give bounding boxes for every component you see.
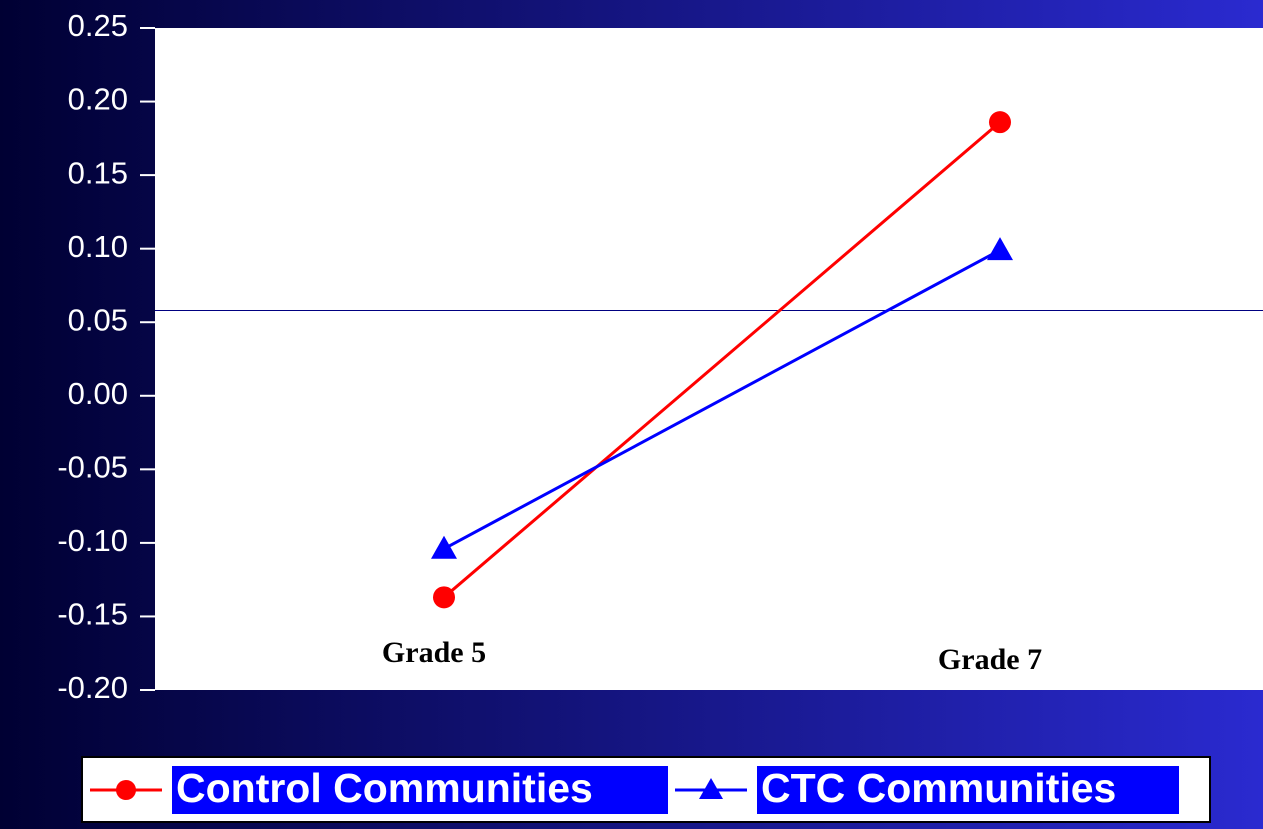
x-tick-label: Grade 5: [382, 636, 486, 669]
y-tick-label: 0.25: [68, 8, 128, 43]
plot-area: [155, 28, 1263, 690]
marker: [431, 535, 457, 559]
legend-highlight: [757, 766, 1179, 814]
y-tick-label: -0.20: [57, 670, 128, 705]
marker: [987, 237, 1013, 261]
series-line: [443, 248, 1001, 551]
y-tick-label: -0.15: [57, 597, 128, 632]
y-tick-label: -0.10: [57, 523, 128, 558]
marker: [989, 111, 1011, 134]
y-tick-label: 0.20: [68, 82, 128, 117]
y-tick-label: 0.00: [68, 376, 128, 411]
legend-marker: [116, 780, 136, 800]
x-tick-label: Grade 7: [938, 643, 1042, 676]
series-line: [443, 121, 1001, 599]
marker: [433, 586, 455, 609]
legend-label: Control Communities: [176, 765, 593, 811]
legend-label: CTC Communities: [761, 765, 1116, 811]
legend-highlight: [172, 766, 668, 814]
legend-marker: [699, 778, 723, 799]
y-tick-label: 0.05: [68, 302, 128, 337]
y-tick-label: 0.15: [68, 155, 128, 190]
y-tick-label: 0.10: [68, 229, 128, 264]
y-tick-label: -0.05: [57, 450, 128, 485]
